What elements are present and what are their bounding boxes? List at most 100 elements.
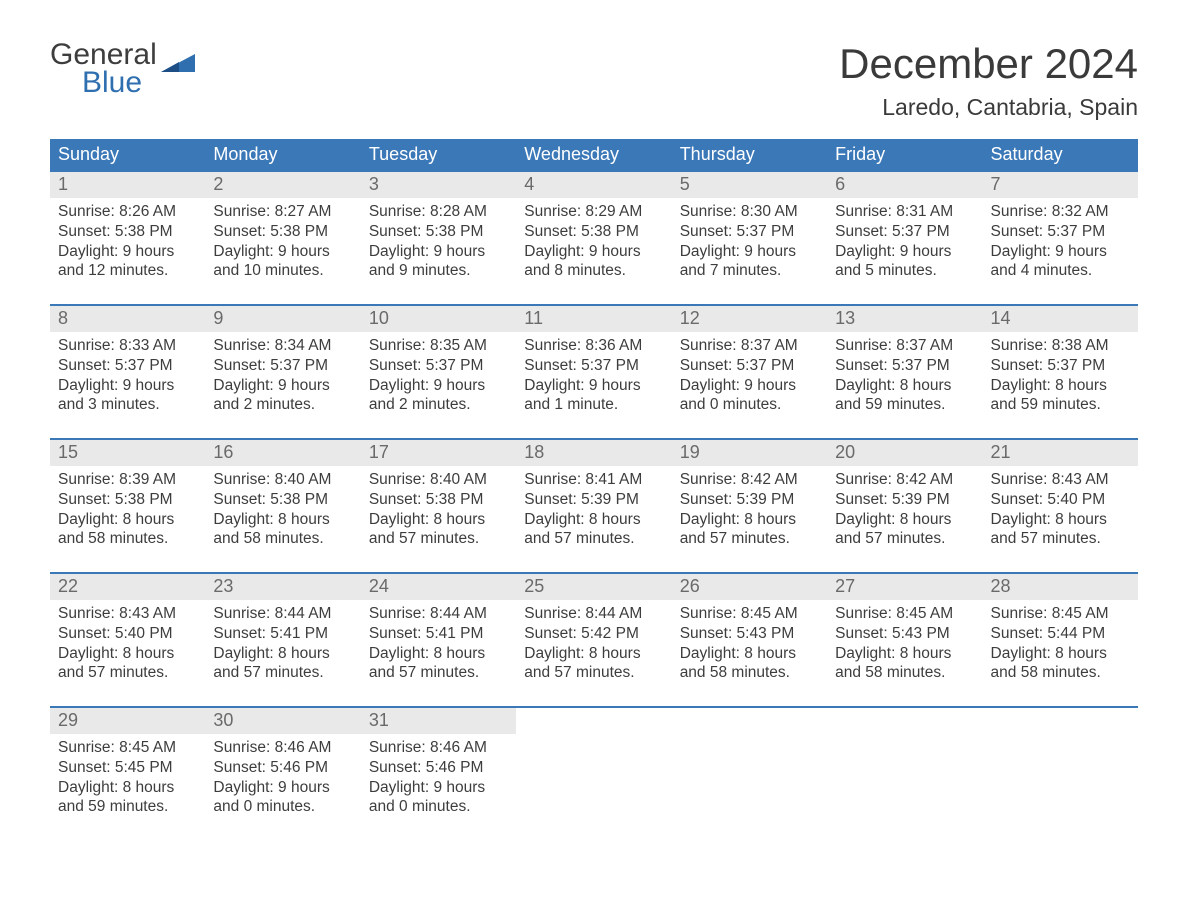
weekday-header: Friday	[827, 139, 982, 170]
day-cell: 20Sunrise: 8:42 AMSunset: 5:39 PMDayligh…	[827, 440, 982, 572]
weekday-header: Wednesday	[516, 139, 671, 170]
day-details: Sunrise: 8:35 AMSunset: 5:37 PMDaylight:…	[361, 332, 516, 415]
day-number: 29	[50, 708, 205, 734]
day-cell: 29Sunrise: 8:45 AMSunset: 5:45 PMDayligh…	[50, 708, 205, 840]
day-details: Sunrise: 8:39 AMSunset: 5:38 PMDaylight:…	[50, 466, 205, 549]
day-cell: 10Sunrise: 8:35 AMSunset: 5:37 PMDayligh…	[361, 306, 516, 438]
weekday-header: Thursday	[672, 139, 827, 170]
day-number: 8	[50, 306, 205, 332]
day-details: Sunrise: 8:43 AMSunset: 5:40 PMDaylight:…	[50, 600, 205, 683]
day-number: 3	[361, 172, 516, 198]
day-details: Sunrise: 8:33 AMSunset: 5:37 PMDaylight:…	[50, 332, 205, 415]
day-details: Sunrise: 8:30 AMSunset: 5:37 PMDaylight:…	[672, 198, 827, 281]
day-number: 11	[516, 306, 671, 332]
day-number: 6	[827, 172, 982, 198]
day-cell: 12Sunrise: 8:37 AMSunset: 5:37 PMDayligh…	[672, 306, 827, 438]
week-row: 29Sunrise: 8:45 AMSunset: 5:45 PMDayligh…	[50, 706, 1138, 840]
day-number: 22	[50, 574, 205, 600]
calendar: SundayMondayTuesdayWednesdayThursdayFrid…	[50, 139, 1138, 840]
day-details: Sunrise: 8:40 AMSunset: 5:38 PMDaylight:…	[205, 466, 360, 549]
day-number: 14	[983, 306, 1138, 332]
day-number: 12	[672, 306, 827, 332]
day-number: 7	[983, 172, 1138, 198]
week-row: 22Sunrise: 8:43 AMSunset: 5:40 PMDayligh…	[50, 572, 1138, 706]
day-cell: 19Sunrise: 8:42 AMSunset: 5:39 PMDayligh…	[672, 440, 827, 572]
weekday-header-row: SundayMondayTuesdayWednesdayThursdayFrid…	[50, 139, 1138, 170]
day-details: Sunrise: 8:41 AMSunset: 5:39 PMDaylight:…	[516, 466, 671, 549]
day-number: 4	[516, 172, 671, 198]
day-cell: 2Sunrise: 8:27 AMSunset: 5:38 PMDaylight…	[205, 172, 360, 304]
day-details	[672, 734, 827, 738]
day-cell: 6Sunrise: 8:31 AMSunset: 5:37 PMDaylight…	[827, 172, 982, 304]
day-details: Sunrise: 8:34 AMSunset: 5:37 PMDaylight:…	[205, 332, 360, 415]
day-details: Sunrise: 8:45 AMSunset: 5:43 PMDaylight:…	[672, 600, 827, 683]
header: General Blue December 2024 Laredo, Canta…	[50, 40, 1138, 121]
day-number: 23	[205, 574, 360, 600]
day-cell: 17Sunrise: 8:40 AMSunset: 5:38 PMDayligh…	[361, 440, 516, 572]
day-cell: 30Sunrise: 8:46 AMSunset: 5:46 PMDayligh…	[205, 708, 360, 840]
day-details: Sunrise: 8:29 AMSunset: 5:38 PMDaylight:…	[516, 198, 671, 281]
week-row: 8Sunrise: 8:33 AMSunset: 5:37 PMDaylight…	[50, 304, 1138, 438]
day-cell: 22Sunrise: 8:43 AMSunset: 5:40 PMDayligh…	[50, 574, 205, 706]
brand-line2: Blue	[50, 68, 195, 98]
day-details: Sunrise: 8:44 AMSunset: 5:42 PMDaylight:…	[516, 600, 671, 683]
title-block: December 2024 Laredo, Cantabria, Spain	[839, 40, 1138, 121]
day-details	[827, 734, 982, 738]
day-number: 24	[361, 574, 516, 600]
day-number: 25	[516, 574, 671, 600]
day-number: 1	[50, 172, 205, 198]
day-cell: 1Sunrise: 8:26 AMSunset: 5:38 PMDaylight…	[50, 172, 205, 304]
day-cell: 28Sunrise: 8:45 AMSunset: 5:44 PMDayligh…	[983, 574, 1138, 706]
day-details: Sunrise: 8:32 AMSunset: 5:37 PMDaylight:…	[983, 198, 1138, 281]
day-cell: 23Sunrise: 8:44 AMSunset: 5:41 PMDayligh…	[205, 574, 360, 706]
week-row: 15Sunrise: 8:39 AMSunset: 5:38 PMDayligh…	[50, 438, 1138, 572]
day-number: 17	[361, 440, 516, 466]
day-number: 31	[361, 708, 516, 734]
weekday-header: Monday	[205, 139, 360, 170]
day-cell: 15Sunrise: 8:39 AMSunset: 5:38 PMDayligh…	[50, 440, 205, 572]
week-row: 1Sunrise: 8:26 AMSunset: 5:38 PMDaylight…	[50, 170, 1138, 304]
day-details: Sunrise: 8:31 AMSunset: 5:37 PMDaylight:…	[827, 198, 982, 281]
day-cell	[983, 708, 1138, 840]
day-cell: 9Sunrise: 8:34 AMSunset: 5:37 PMDaylight…	[205, 306, 360, 438]
day-details: Sunrise: 8:46 AMSunset: 5:46 PMDaylight:…	[361, 734, 516, 817]
day-details: Sunrise: 8:42 AMSunset: 5:39 PMDaylight:…	[827, 466, 982, 549]
day-number: 30	[205, 708, 360, 734]
day-number: 19	[672, 440, 827, 466]
day-details: Sunrise: 8:46 AMSunset: 5:46 PMDaylight:…	[205, 734, 360, 817]
location: Laredo, Cantabria, Spain	[839, 94, 1138, 121]
brand-logo: General Blue	[50, 40, 195, 98]
weekday-header: Saturday	[983, 139, 1138, 170]
day-details: Sunrise: 8:37 AMSunset: 5:37 PMDaylight:…	[672, 332, 827, 415]
day-cell: 24Sunrise: 8:44 AMSunset: 5:41 PMDayligh…	[361, 574, 516, 706]
flag-icon	[161, 48, 195, 66]
day-number: 9	[205, 306, 360, 332]
day-cell: 11Sunrise: 8:36 AMSunset: 5:37 PMDayligh…	[516, 306, 671, 438]
day-details: Sunrise: 8:38 AMSunset: 5:37 PMDaylight:…	[983, 332, 1138, 415]
day-details: Sunrise: 8:44 AMSunset: 5:41 PMDaylight:…	[205, 600, 360, 683]
day-number: 13	[827, 306, 982, 332]
day-number: 26	[672, 574, 827, 600]
day-cell: 3Sunrise: 8:28 AMSunset: 5:38 PMDaylight…	[361, 172, 516, 304]
day-details: Sunrise: 8:44 AMSunset: 5:41 PMDaylight:…	[361, 600, 516, 683]
day-number: 27	[827, 574, 982, 600]
day-cell: 5Sunrise: 8:30 AMSunset: 5:37 PMDaylight…	[672, 172, 827, 304]
day-details	[516, 734, 671, 738]
day-number: 28	[983, 574, 1138, 600]
day-cell: 31Sunrise: 8:46 AMSunset: 5:46 PMDayligh…	[361, 708, 516, 840]
day-cell: 18Sunrise: 8:41 AMSunset: 5:39 PMDayligh…	[516, 440, 671, 572]
day-cell: 21Sunrise: 8:43 AMSunset: 5:40 PMDayligh…	[983, 440, 1138, 572]
day-cell	[672, 708, 827, 840]
weekday-header: Sunday	[50, 139, 205, 170]
day-number: 2	[205, 172, 360, 198]
day-number: 21	[983, 440, 1138, 466]
day-cell: 14Sunrise: 8:38 AMSunset: 5:37 PMDayligh…	[983, 306, 1138, 438]
day-details: Sunrise: 8:26 AMSunset: 5:38 PMDaylight:…	[50, 198, 205, 281]
day-details: Sunrise: 8:27 AMSunset: 5:38 PMDaylight:…	[205, 198, 360, 281]
day-cell: 13Sunrise: 8:37 AMSunset: 5:37 PMDayligh…	[827, 306, 982, 438]
day-number: 5	[672, 172, 827, 198]
day-details: Sunrise: 8:42 AMSunset: 5:39 PMDaylight:…	[672, 466, 827, 549]
day-cell: 27Sunrise: 8:45 AMSunset: 5:43 PMDayligh…	[827, 574, 982, 706]
day-number: 15	[50, 440, 205, 466]
day-number: 20	[827, 440, 982, 466]
